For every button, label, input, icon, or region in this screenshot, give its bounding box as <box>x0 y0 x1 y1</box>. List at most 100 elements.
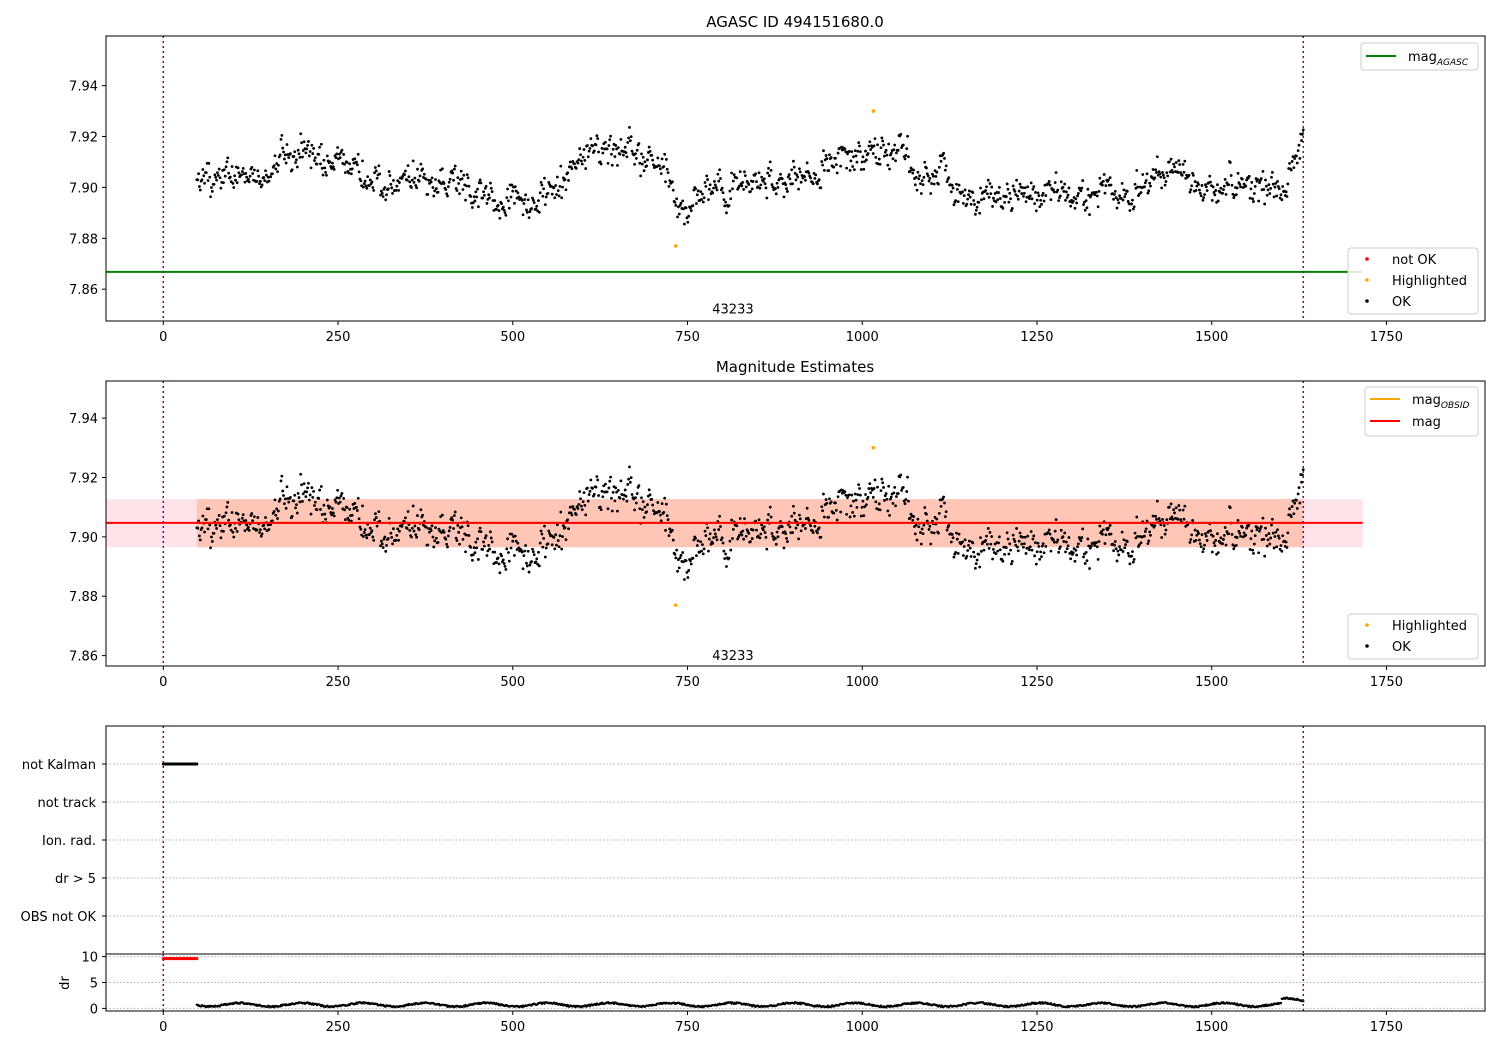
ok-point <box>689 209 693 213</box>
ok-point <box>1023 535 1027 539</box>
ok-point <box>662 165 666 168</box>
ok-point <box>558 534 562 538</box>
ok-point <box>1198 188 1201 192</box>
ok-point <box>555 193 558 196</box>
ok-point <box>856 149 860 153</box>
ok-point <box>1119 548 1123 552</box>
ok-point <box>950 533 954 536</box>
ok-point <box>216 171 219 175</box>
ok-point <box>1181 508 1185 512</box>
ok-point <box>1052 540 1056 544</box>
ok-point <box>1181 162 1185 166</box>
ok-point <box>863 505 867 509</box>
ok-point <box>495 561 498 564</box>
ok-point <box>470 558 474 562</box>
ok-point <box>466 176 470 180</box>
ok-point <box>982 197 986 201</box>
ok-point <box>282 150 285 154</box>
ok-point <box>610 163 614 167</box>
ok-point <box>307 481 310 485</box>
ok-point <box>464 533 468 537</box>
ok-point <box>628 126 631 129</box>
ok-point <box>1201 550 1205 554</box>
ok-point <box>829 156 833 159</box>
dr-xtick-label: 1750 <box>1370 1020 1403 1035</box>
ok-point <box>1086 187 1090 191</box>
ok-point <box>1108 176 1112 179</box>
ok-point <box>1058 545 1062 549</box>
ok-point <box>1085 559 1089 563</box>
ok-point <box>1214 189 1218 192</box>
ok-point <box>708 183 712 187</box>
ok-point <box>520 199 524 202</box>
ok-point <box>1252 200 1255 203</box>
ok-point <box>731 187 734 191</box>
ok-point <box>522 202 526 205</box>
ok-point <box>511 539 515 543</box>
ok-point <box>1016 197 1020 201</box>
ok-point <box>279 479 283 483</box>
ok-point <box>1180 173 1184 177</box>
ok-point <box>342 153 346 156</box>
ok-point <box>470 206 474 209</box>
magest-xtick-label: 750 <box>675 675 700 690</box>
dr-ok-point <box>1279 1001 1283 1005</box>
ok-point <box>207 161 211 165</box>
dr-xtick-label: 1000 <box>846 1020 879 1035</box>
ok-point <box>453 510 457 514</box>
ok-point <box>1223 526 1227 529</box>
ok-point <box>1269 186 1273 190</box>
ok-point <box>1211 534 1215 538</box>
ok-point <box>387 170 391 173</box>
ok-point <box>928 524 932 528</box>
ok-point <box>683 578 686 581</box>
ok-point <box>1301 473 1304 477</box>
ok-point <box>452 167 456 171</box>
ok-point <box>791 182 794 186</box>
ok-point <box>760 175 764 179</box>
ok-point <box>997 191 1000 194</box>
ok-point <box>1222 184 1226 188</box>
ok-point <box>384 549 388 553</box>
ok-point <box>201 168 205 171</box>
ok-point <box>681 551 685 554</box>
ok-point <box>362 182 366 186</box>
ok-point <box>990 185 994 189</box>
ok-point <box>750 187 754 191</box>
ok-point <box>1118 545 1121 549</box>
ok-point <box>280 133 284 137</box>
ok-point <box>329 511 333 514</box>
ok-point <box>1145 172 1149 176</box>
ok-point <box>207 507 211 511</box>
ok-point <box>1033 202 1037 206</box>
agasc-legend-marker <box>1365 257 1369 261</box>
ok-point <box>424 177 428 181</box>
ok-point <box>866 495 870 499</box>
ok-point <box>300 141 303 145</box>
ok-point <box>704 184 708 188</box>
ok-point <box>1123 195 1127 199</box>
ok-point <box>334 500 338 504</box>
ok-point <box>525 561 528 565</box>
ok-point <box>1290 505 1294 508</box>
ok-point <box>735 524 739 528</box>
ok-point <box>610 152 613 156</box>
ok-point <box>616 489 620 492</box>
ok-point <box>501 205 505 209</box>
ok-point <box>912 515 915 518</box>
ok-point <box>600 489 604 493</box>
ok-point <box>1017 539 1021 543</box>
ok-point <box>1190 184 1194 188</box>
ok-point <box>659 172 663 176</box>
magest-ytick-label: 7.90 <box>69 531 98 546</box>
ok-point <box>852 168 856 172</box>
ok-point <box>343 518 347 522</box>
ok-point <box>1210 198 1214 202</box>
ok-point <box>1089 546 1092 550</box>
ok-point <box>876 143 879 147</box>
ok-point <box>408 180 412 184</box>
ok-point <box>619 138 623 141</box>
ok-point <box>1270 170 1274 174</box>
ok-point <box>1211 185 1215 189</box>
